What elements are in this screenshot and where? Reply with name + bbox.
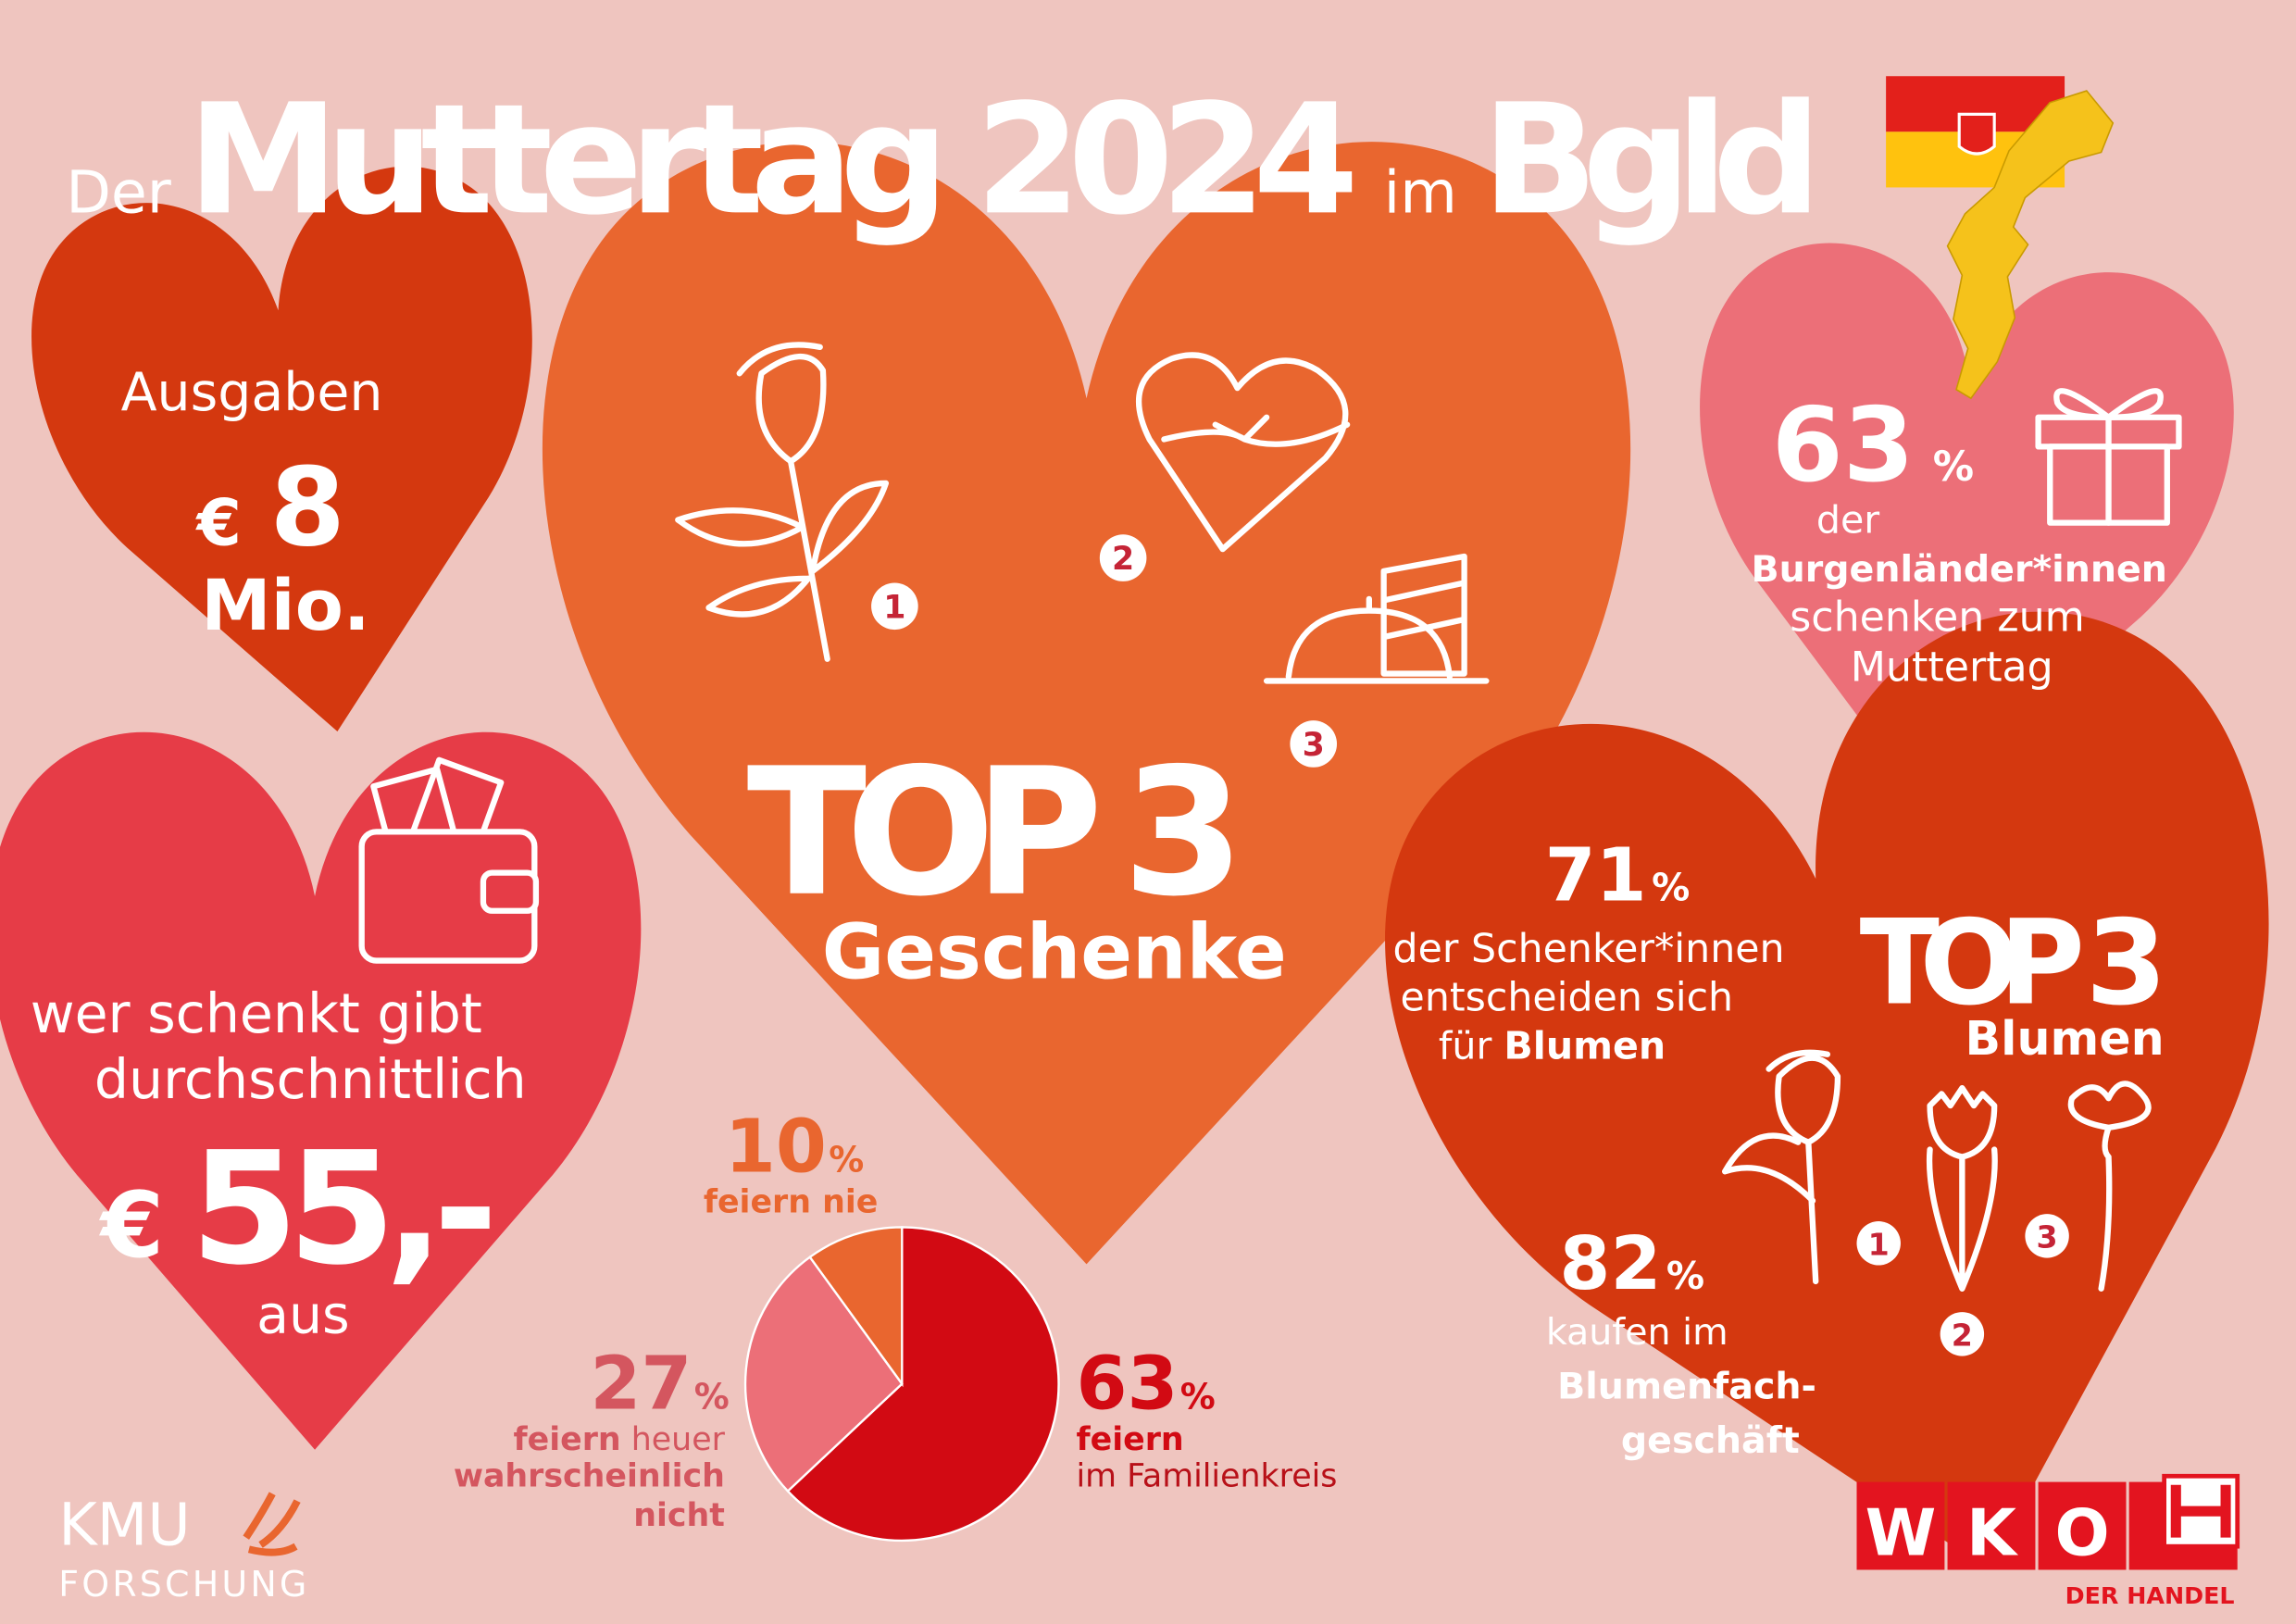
gift-share-line3: schenken zum (1790, 594, 2085, 642)
schenken-line2: durchschnittlich (94, 1048, 527, 1111)
title-region: Bgld (1482, 70, 1822, 248)
ausgaben-currency: € (195, 485, 242, 560)
blumen-71-pct: % (1652, 866, 1690, 910)
rank-badge-3: 3 (2025, 1214, 2069, 1258)
gift-share-value: 63 (1772, 386, 1915, 506)
pie-label-nie-value: 10 (725, 1104, 827, 1189)
title-mid: im (1384, 157, 1457, 226)
pie-label-nicht-value: 27 (590, 1342, 692, 1427)
rank-badge-2: 2 (1099, 534, 1147, 581)
schenken-suffix: aus (256, 1284, 350, 1345)
rank-badge-1: 1 (1856, 1221, 1901, 1266)
gift-share-line2: Burgenländer*innen (1751, 548, 2166, 591)
rose-icon (675, 342, 890, 662)
pie-chart (743, 1226, 1060, 1543)
pie-label-nie-text: feiern nie (704, 1184, 879, 1221)
page-title: Der Muttertag 2024 im Bgld (66, 70, 1821, 248)
svg-text:3: 3 (2037, 1219, 2058, 1255)
svg-text:1: 1 (1868, 1226, 1890, 1262)
blumen-71-value: 71 (1545, 833, 1647, 918)
wallet-icon (358, 756, 540, 964)
blumen-buy2: Blumenfach- (1557, 1365, 1816, 1407)
blumen-line3: für Blumen (1439, 1024, 1666, 1068)
blumen-82-value: 82 (1559, 1221, 1661, 1306)
svg-text:O: O (2054, 1496, 2109, 1571)
pie-label-nicht-line2: wahrscheinlich (454, 1457, 725, 1494)
blumen-buy1: kaufen im (1546, 1311, 1728, 1354)
orchid-icon (2067, 1081, 2152, 1292)
ausgaben-label: Ausgaben (121, 362, 383, 423)
blumen-line2: entscheiden sich (1401, 974, 1734, 1020)
pie-label-nicht-pct: % (694, 1377, 730, 1418)
gift-share-line1: der (1816, 498, 1879, 543)
rose-icon (1721, 1049, 1841, 1285)
rank-badge-1: 1 (871, 582, 918, 631)
title-main: Muttertag 2024 (187, 70, 1358, 248)
heart-blumen (1385, 611, 2269, 1569)
heart-gift-box-icon (1135, 352, 1351, 553)
geschenke-label: Geschenke (822, 909, 1287, 997)
svg-text:3: 3 (1303, 727, 1325, 764)
food-dome-icon (1263, 553, 1490, 684)
burgenland-map-icon (1946, 90, 2115, 400)
svg-text:FORSCHUNG: FORSCHUNG (58, 1564, 309, 1605)
pie-label-fam-pct: % (1180, 1377, 1216, 1418)
blumen-label: Blumen (1965, 1011, 2165, 1066)
schenken-currency: € (99, 1173, 164, 1279)
pie-label-fam-line1: feiern (1077, 1421, 1184, 1458)
svg-text:1: 1 (883, 589, 905, 626)
gift-share-line4: Muttertag (1851, 643, 2053, 691)
heart-ausgaben (31, 166, 532, 731)
kmu-forschung-logo: KMU FORSCHUNG (58, 1491, 309, 1605)
blumen-top3: TOP 3 (1860, 894, 2167, 1031)
pie-label-fam-line2: im Familienkreis (1077, 1457, 1338, 1494)
svg-text:DER HANDEL: DER HANDEL (2065, 1582, 2235, 1609)
gift-box-icon (2035, 388, 2182, 526)
title-prefix: Der (66, 157, 171, 226)
svg-text:KMU: KMU (58, 1491, 190, 1559)
blumen-line1: der Schenker*innen (1393, 926, 1785, 972)
rank-badge-3: 3 (1290, 720, 1338, 768)
pie-label-nicht-line1: feiern heuer (514, 1421, 726, 1458)
schenken-value: 55,- (191, 1118, 498, 1299)
svg-text:2: 2 (1952, 1317, 1973, 1353)
pie-slice-1 (743, 1255, 904, 1493)
heart-geschenke (542, 142, 1631, 1265)
pie-slice-2 (808, 1226, 904, 1388)
pie-slice-0 (786, 1226, 1060, 1543)
ausgaben-value: 8 (269, 443, 344, 570)
pie-label-nicht-line3: nicht (633, 1497, 725, 1534)
heart-gift-share (1700, 243, 2234, 807)
blumen-82-pct: % (1666, 1254, 1704, 1298)
tulip-icon (1926, 1084, 1998, 1292)
pie-label-nie-pct: % (829, 1139, 864, 1180)
geschenke-top3: TOP 3 (747, 731, 1245, 935)
wko-der-handel-logo: W K O DER HANDEL (1856, 1473, 2240, 1609)
pie-label-fam-value: 63 (1077, 1342, 1179, 1427)
svg-text:2: 2 (1112, 541, 1134, 578)
svg-text:K: K (1966, 1496, 2019, 1571)
svg-text:W: W (1866, 1496, 1937, 1571)
schenken-line1: wer schenkt gibt (31, 982, 482, 1045)
blumen-buy3: geschäft (1621, 1419, 1800, 1462)
gift-share-pct: % (1933, 443, 1974, 491)
ausgaben-unit: Mio. (201, 565, 370, 646)
rank-badge-2: 2 (1940, 1312, 1985, 1356)
